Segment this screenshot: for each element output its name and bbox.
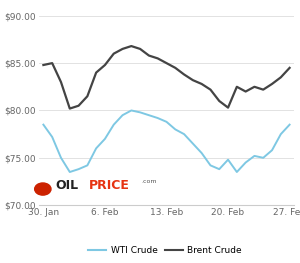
- Legend: WTI Crude, Brent Crude: WTI Crude, Brent Crude: [85, 242, 245, 259]
- Text: OIL: OIL: [56, 179, 79, 192]
- Circle shape: [35, 183, 51, 195]
- Text: PRICE: PRICE: [89, 179, 130, 192]
- Text: .com: .com: [141, 179, 157, 184]
